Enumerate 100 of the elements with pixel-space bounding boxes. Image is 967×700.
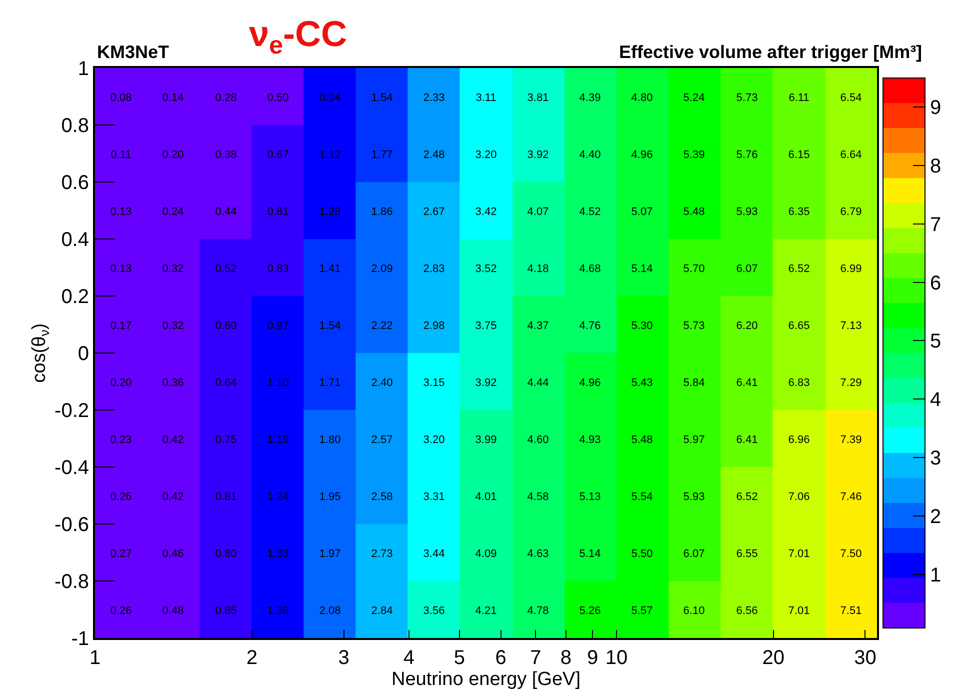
data-label: 1.54 bbox=[371, 92, 393, 104]
y-tick-label: 1 bbox=[78, 58, 89, 80]
data-label: 0.80 bbox=[215, 548, 237, 560]
data-label: 7.06 bbox=[788, 490, 810, 503]
data-label: 2.48 bbox=[423, 148, 445, 161]
data-label: 3.75 bbox=[475, 320, 497, 332]
y-tick-label: -0.4 bbox=[54, 457, 89, 479]
data-label: 0.42 bbox=[162, 490, 184, 503]
data-label: 1.36 bbox=[267, 604, 289, 617]
data-label: 4.60 bbox=[527, 434, 549, 446]
y-tick-label: 0.2 bbox=[61, 286, 89, 308]
data-label: 0.81 bbox=[267, 206, 289, 218]
data-label: 1.97 bbox=[319, 548, 341, 560]
data-label: 5.39 bbox=[683, 148, 705, 161]
data-label: 4.44 bbox=[527, 376, 549, 389]
x-axis-title: Neutrino energy [GeV] bbox=[391, 669, 581, 690]
data-label: 0.13 bbox=[110, 262, 132, 275]
data-label: 6.52 bbox=[736, 490, 758, 503]
data-label: 2.84 bbox=[371, 604, 393, 617]
color-bar-label: 7 bbox=[930, 214, 942, 236]
x-tick-label: 7 bbox=[530, 647, 542, 669]
data-label: 4.39 bbox=[579, 92, 601, 104]
data-label: 2.73 bbox=[371, 548, 393, 560]
data-label: 0.50 bbox=[267, 92, 289, 104]
data-label: 6.52 bbox=[788, 262, 810, 275]
data-label: 6.96 bbox=[788, 434, 810, 446]
data-label: 4.76 bbox=[579, 320, 601, 332]
data-label: 5.84 bbox=[683, 376, 705, 389]
data-label: 5.14 bbox=[631, 262, 653, 275]
data-label: 0.14 bbox=[162, 92, 184, 104]
data-label: 2.83 bbox=[423, 262, 445, 275]
data-label: 4.37 bbox=[527, 320, 549, 332]
data-label: 3.52 bbox=[475, 262, 497, 275]
x-tick-label: 8 bbox=[560, 647, 572, 669]
data-label: 0.38 bbox=[215, 148, 237, 161]
data-label: 5.13 bbox=[579, 490, 601, 503]
color-bar-label: 9 bbox=[930, 97, 942, 120]
data-label: 0.42 bbox=[162, 434, 184, 446]
data-label: 4.18 bbox=[527, 262, 549, 275]
data-label: 0.36 bbox=[162, 376, 184, 389]
data-label: 0.60 bbox=[215, 320, 237, 332]
data-label: 1.77 bbox=[371, 148, 393, 161]
data-label: 0.26 bbox=[110, 490, 132, 503]
data-label: 1.71 bbox=[319, 376, 341, 389]
data-label: 4.07 bbox=[527, 206, 549, 218]
data-label: 0.17 bbox=[110, 320, 132, 332]
data-label: 3.81 bbox=[527, 92, 549, 104]
data-label: 0.27 bbox=[110, 548, 132, 560]
data-label: 7.29 bbox=[840, 376, 862, 389]
color-bar-label: 4 bbox=[930, 389, 942, 412]
data-label: 0.83 bbox=[267, 262, 289, 275]
data-label: 5.70 bbox=[683, 262, 705, 275]
data-label: 0.85 bbox=[215, 604, 237, 617]
data-label: 0.32 bbox=[162, 320, 184, 332]
data-label: 6.41 bbox=[736, 434, 758, 446]
chart-title: ν$_{e}$-CC bbox=[249, 13, 348, 60]
data-label: 7.50 bbox=[840, 548, 862, 560]
data-label: 0.23 bbox=[110, 434, 132, 446]
data-label: 0.81 bbox=[215, 490, 237, 503]
data-label: 0.13 bbox=[110, 206, 132, 218]
data-label: 1.54 bbox=[319, 320, 341, 332]
data-label: 2.58 bbox=[371, 490, 393, 503]
data-label: 0.64 bbox=[215, 376, 237, 389]
data-label: 4.21 bbox=[475, 604, 497, 617]
data-label: 6.55 bbox=[736, 548, 758, 560]
color-bar-title: Effective volume after trigger [Mm³] bbox=[619, 42, 922, 62]
data-label: 6.65 bbox=[788, 320, 810, 332]
data-label: 4.96 bbox=[579, 376, 601, 389]
data-label: 7.51 bbox=[840, 604, 862, 617]
data-label: 2.98 bbox=[423, 320, 445, 332]
color-bar-label: 6 bbox=[930, 272, 942, 294]
data-label: 4.40 bbox=[579, 148, 601, 161]
data-label: 6.11 bbox=[788, 92, 810, 104]
data-label: 6.07 bbox=[683, 548, 705, 560]
data-label: 1.12 bbox=[319, 148, 341, 161]
y-tick-label: -1 bbox=[71, 628, 89, 650]
data-label: 5.73 bbox=[683, 320, 705, 332]
data-label: 6.79 bbox=[840, 206, 862, 218]
color-bar-label: 8 bbox=[930, 156, 942, 178]
data-label: 6.99 bbox=[840, 262, 862, 275]
data-label: 6.20 bbox=[736, 320, 758, 332]
data-label: 7.13 bbox=[840, 320, 862, 332]
color-bar-label: 2 bbox=[930, 506, 942, 528]
x-tick-label: 9 bbox=[587, 647, 598, 669]
color-bar-label: 5 bbox=[930, 330, 942, 353]
data-label: 7.46 bbox=[840, 490, 862, 503]
data-label: 0.24 bbox=[162, 206, 184, 218]
x-tick-label: 10 bbox=[605, 647, 628, 669]
data-label: 4.93 bbox=[579, 434, 601, 446]
x-tick-label: 6 bbox=[495, 647, 506, 669]
data-label: 3.44 bbox=[423, 548, 445, 560]
data-label: 0.46 bbox=[162, 548, 184, 560]
data-label: 3.31 bbox=[423, 490, 445, 503]
data-label: 0.28 bbox=[215, 92, 237, 104]
data-label: 6.10 bbox=[683, 604, 705, 617]
data-label: 6.15 bbox=[788, 148, 810, 161]
data-label: 5.26 bbox=[579, 604, 601, 617]
data-label: 4.63 bbox=[527, 548, 549, 560]
data-label: 4.78 bbox=[527, 604, 549, 617]
data-label: 3.20 bbox=[475, 148, 497, 161]
